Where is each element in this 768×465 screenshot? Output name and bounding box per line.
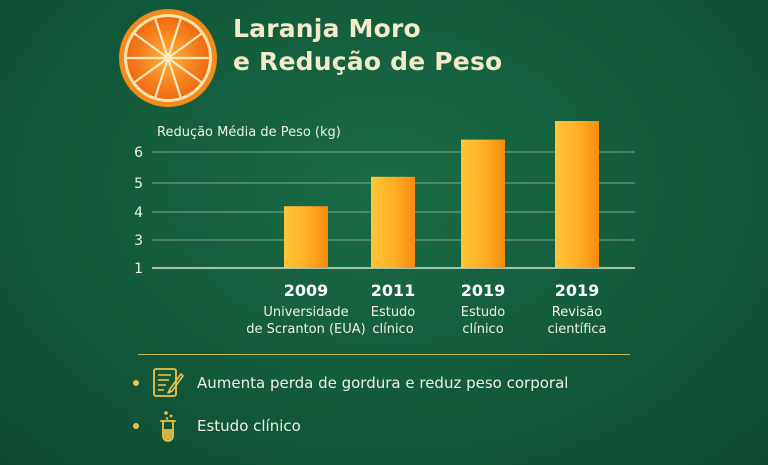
bar-1: [371, 176, 415, 268]
bullet-dot: [133, 423, 139, 429]
note-text: Aumenta perda de gordura e reduz peso co…: [197, 374, 569, 392]
checklist-icon: [153, 368, 184, 397]
category-year: 2009: [283, 281, 329, 300]
bullet-dot: [133, 380, 139, 386]
page-title: Laranja Moro e Redução de Peso: [233, 14, 503, 76]
category-year: 2019: [460, 281, 506, 300]
note-text: Estudo clínico: [197, 417, 301, 435]
test-tube-icon: [160, 411, 176, 442]
category-label-0: 2009 Universidade de Scranton (EUA): [236, 280, 376, 338]
y-tick-label: 3: [134, 233, 143, 249]
category-description: Estudo clínico: [460, 305, 506, 337]
bar-2: [461, 139, 505, 268]
y-axis-label: Redução Média de Peso (kg): [157, 125, 341, 140]
y-tick-label: 4: [134, 205, 143, 221]
category-description: Universidade de Scranton (EUA): [246, 305, 366, 337]
category-year: 2011: [370, 281, 416, 300]
y-tick-label: 6: [134, 145, 143, 161]
bar-3: [555, 121, 599, 268]
divider: [138, 354, 630, 355]
category-label-3: 2019 Revisão científica: [507, 280, 647, 338]
category-description: Estudo clínico: [370, 305, 416, 337]
note-fat-loss: Aumenta perda de gordura e reduz peso co…: [133, 366, 568, 400]
category-label-1: 2011 Estudo clínico: [323, 280, 463, 338]
category-description: Revisão científica: [547, 305, 607, 337]
y-tick-label: 5: [134, 176, 143, 192]
y-tick-label: 1: [134, 261, 143, 277]
orange-slice-icon: [119, 9, 217, 107]
category-year: 2019: [554, 281, 600, 300]
bar-0: [284, 206, 328, 268]
category-label-2: 2019 Estudo clínico: [413, 280, 553, 338]
note-clinical-study: Estudo clínico: [133, 409, 301, 443]
